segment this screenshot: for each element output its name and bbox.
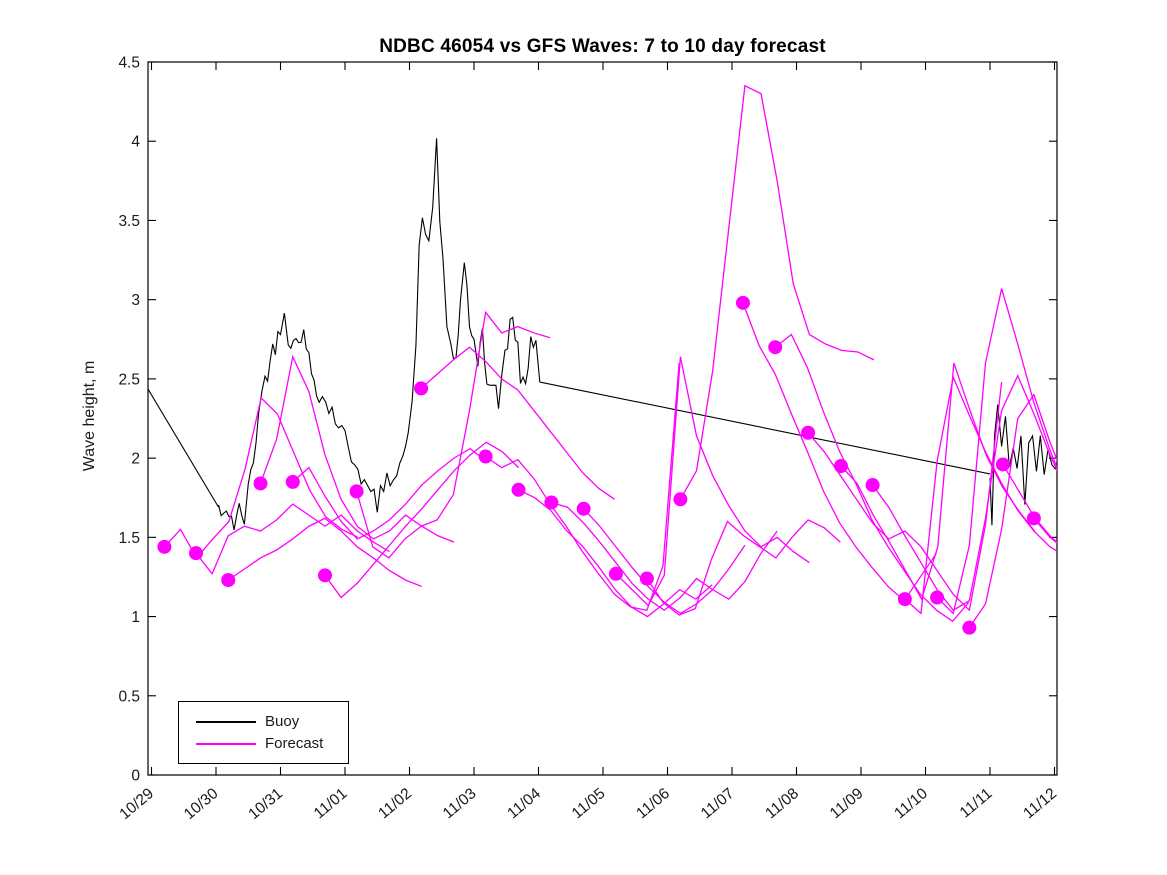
y-tick-label: 1.5 (118, 530, 140, 547)
x-tick-label: 11/04 (504, 785, 544, 822)
forecast-line (968, 393, 1057, 629)
forecast-line (679, 84, 875, 500)
forecast-start-marker (285, 474, 300, 489)
x-tick-label: 11/10 (891, 785, 931, 822)
forecast-start-marker (673, 492, 688, 507)
forecast-line (227, 517, 422, 588)
forecast-line (872, 374, 1057, 612)
x-tick-label: 11/05 (569, 785, 609, 822)
forecast-start-marker (865, 478, 880, 493)
legend-item-buoy: Buoy (196, 714, 348, 729)
forecast-start-marker (253, 476, 268, 491)
forecast-start-marker (962, 620, 977, 635)
forecast-line (485, 362, 680, 611)
x-tick-label: 11/09 (827, 785, 867, 822)
forecast-line (518, 489, 713, 618)
forecast-start-marker (349, 484, 364, 499)
buoy-line (539, 381, 991, 475)
forecast-line (646, 519, 841, 616)
legend-label-buoy: Buoy (265, 713, 300, 730)
x-tick-label: 11/08 (762, 785, 802, 822)
y-tick-label: 3.5 (118, 213, 140, 230)
forecast-start-marker (834, 459, 848, 474)
forecast-line-sample (196, 742, 256, 745)
forecast-line (324, 441, 519, 599)
x-tick-label: 11/11 (957, 785, 996, 821)
forecast-line (551, 501, 746, 612)
forecast-start-marker (995, 457, 1010, 472)
forecast-start-marker (1026, 511, 1041, 526)
y-tick-label: 2 (131, 451, 140, 468)
chart-title: NDBC 46054 vs GFS Waves: 7 to 10 day for… (379, 36, 826, 57)
forecast-start-marker (608, 566, 623, 581)
x-tick-label: 11/01 (311, 785, 351, 822)
x-tick-label: 10/31 (245, 785, 286, 823)
y-tick-label: 3 (131, 292, 140, 309)
forecast-start-marker (157, 539, 172, 554)
y-tick-label: 0.5 (118, 688, 140, 705)
x-tick-label: 11/12 (1020, 785, 1060, 822)
forecast-line (807, 381, 1003, 612)
forecast-start-marker (576, 501, 591, 516)
forecast-start-marker (801, 425, 816, 440)
buoy-line (218, 138, 541, 531)
forecast-start-marker (735, 295, 750, 310)
forecast-line (195, 503, 390, 576)
forecast-start-marker (511, 482, 526, 497)
x-tick-label: 11/07 (698, 785, 738, 822)
buoy-line (148, 388, 220, 508)
forecast-line (1002, 464, 1057, 543)
buoy-line-sample (196, 720, 256, 723)
x-tick-label: 11/06 (633, 785, 673, 822)
y-tick-label: 2.5 (118, 371, 140, 388)
forecast-line (774, 333, 970, 623)
plot-box (147, 61, 1058, 776)
forecast-start-marker (414, 381, 429, 396)
forecast-line (840, 362, 1036, 601)
forecast-start-marker (768, 340, 783, 355)
forecast-line (420, 346, 615, 500)
y-tick-label: 4 (131, 134, 140, 151)
y-tick-label: 1 (131, 609, 140, 626)
legend-label-forecast: Forecast (265, 735, 324, 752)
forecast-line (292, 447, 487, 540)
x-tick-label: 10/30 (181, 785, 222, 823)
legend-item-forecast: Forecast (196, 736, 348, 751)
forecast-start-marker (544, 495, 559, 510)
y-tick-label: 0 (131, 768, 140, 785)
forecast-start-marker (318, 568, 332, 583)
x-tick-label: 10/29 (116, 785, 157, 823)
forecast-line (936, 288, 1057, 615)
forecast-line (904, 375, 1057, 615)
forecast-start-marker (639, 571, 654, 586)
forecast-line (355, 310, 551, 559)
y-tick-label: 4.5 (118, 55, 140, 72)
forecast-start-marker (189, 546, 203, 561)
x-tick-label: 11/03 (440, 785, 480, 822)
forecast-start-marker (930, 590, 945, 605)
y-axis-label: Wave height, m (81, 360, 98, 472)
forecast-start-marker (897, 592, 912, 607)
forecast-start-marker (221, 573, 236, 588)
forecast-line (583, 508, 778, 615)
forecast-start-marker (478, 449, 493, 464)
forecast-line (615, 356, 810, 607)
legend-box: Buoy Forecast (178, 701, 349, 764)
x-tick-label: 11/02 (375, 785, 415, 822)
forecast-line (1033, 517, 1057, 544)
